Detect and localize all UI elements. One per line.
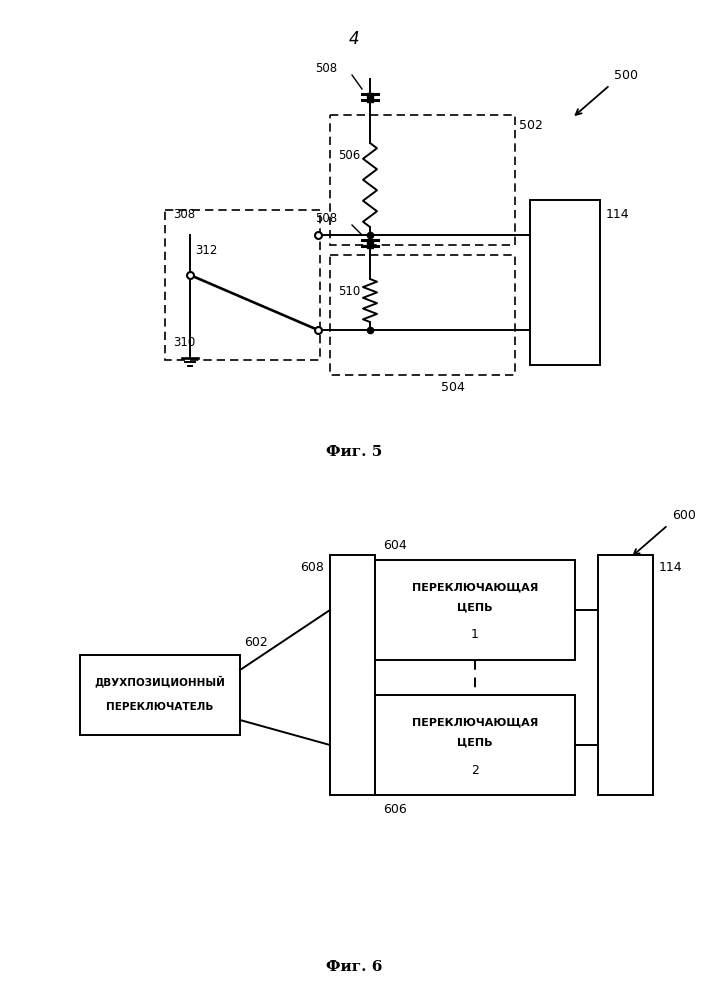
Text: 504: 504 [441,381,465,394]
Text: Фиг. 6: Фиг. 6 [326,960,382,974]
Text: 114: 114 [659,561,683,574]
Bar [165,210,320,360]
Text: ПЕРЕКЛЮЧАЮЩАЯ: ПЕРЕКЛЮЧАЮЩАЯ [412,718,538,728]
Text: 114: 114 [606,208,629,221]
Text: 502: 502 [519,119,543,132]
Text: 2: 2 [471,764,479,776]
Text: 4: 4 [348,30,360,48]
Text: ПЕРЕКЛЮЧАТЕЛЬ: ПЕРЕКЛЮЧАТЕЛЬ [106,702,214,712]
Text: 310: 310 [173,336,195,349]
Text: ДВУХПОЗИЦИОННЫЙ: ДВУХПОЗИЦИОННЫЙ [95,675,225,687]
Bar [330,555,375,795]
Text: 506: 506 [338,149,360,162]
Text: 510: 510 [338,285,360,298]
Bar [530,200,600,365]
Text: 606: 606 [383,803,407,816]
Text: 600: 600 [672,509,696,522]
Bar [367,238,373,247]
Text: 308: 308 [173,208,195,221]
Text: 312: 312 [195,244,217,257]
Text: ПЕРЕКЛЮЧАЮЩАЯ: ПЕРЕКЛЮЧАЮЩАЯ [412,583,538,593]
Text: Фиг. 5: Фиг. 5 [326,445,382,459]
Bar [80,655,240,735]
Bar [330,255,515,375]
Text: 508: 508 [315,62,337,75]
Bar [367,93,373,102]
Text: 608: 608 [300,561,324,574]
Text: ЦЕПЬ: ЦЕПЬ [457,603,493,613]
Text: 508: 508 [315,212,337,225]
Text: ЦЕПЬ: ЦЕПЬ [457,738,493,748]
Bar [375,560,575,660]
Text: 1: 1 [471,629,479,642]
Text: 604: 604 [383,539,407,552]
Text: 602: 602 [244,636,268,649]
Text: 500: 500 [614,69,638,82]
Bar [598,555,653,795]
Bar [330,115,515,245]
Bar [375,695,575,795]
